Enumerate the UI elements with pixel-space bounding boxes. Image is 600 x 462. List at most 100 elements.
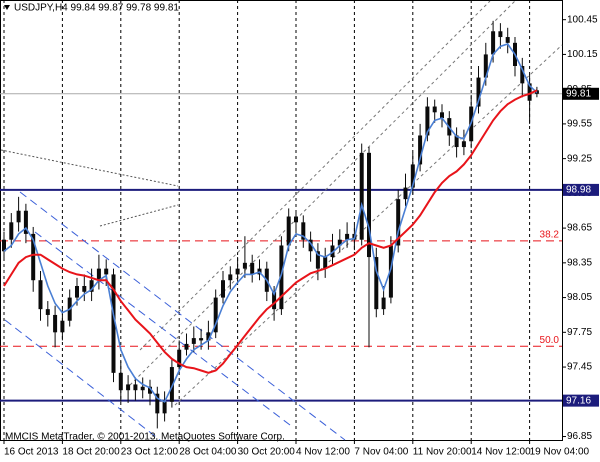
candle-body [403,187,408,200]
chart-title: USDJPY,H4 99.84 99.87 99.78 99.81 [14,3,179,14]
y-tick-label: 100.15 [567,49,598,60]
candle-body [31,233,36,281]
fib-label: 38.2 [540,229,560,240]
candle-body [337,239,342,246]
candle-body [104,268,109,275]
candle-body [23,210,28,234]
candle-body [432,106,437,113]
candle-body [199,338,204,341]
candle-body [272,291,277,310]
candle-body [177,349,182,368]
candle-body [38,280,43,310]
x-tick-label: 23 Oct 12:00 [121,447,179,458]
candle-body [228,274,233,281]
candle-body [155,393,160,414]
candle-body [148,386,152,394]
candle-body [126,384,131,391]
candle-body [235,268,240,275]
candle-body [242,262,247,269]
footer: MMCIS MetaTrader, © 2001-2013, MetaQuote… [5,432,285,443]
candle-body [308,239,313,252]
candle-body [60,320,65,333]
candle-body [323,257,328,269]
candle-body [367,152,371,258]
candle-body [425,106,430,136]
candle-body [9,222,14,240]
x-tick-label: 4 Nov 12:00 [296,447,350,458]
price-label-box [563,394,599,407]
y-tick-label: 100.45 [567,14,598,25]
candle-body [381,297,386,310]
candle-body [418,135,423,165]
candle-body [410,164,415,188]
candle-body [359,152,364,240]
candle-body [396,199,401,246]
candle-body [140,386,145,391]
candle-body [454,135,459,148]
candle-body [279,245,284,310]
channel-line [34,231,291,426]
candle-body [498,31,503,38]
y-tick-label: 98.65 [567,223,592,234]
candle-body [476,77,481,107]
candle-body [330,245,335,258]
candle-body [45,309,50,315]
candle-body [505,37,510,43]
channel-line [19,191,346,441]
x-tick-label: 16 Oct 2013 [4,447,59,458]
candle-body [520,66,525,84]
candle-body [374,257,379,310]
candle-body [491,31,496,55]
x-tick-label: 14 Nov 12:00 [471,447,531,458]
y-tick-label: 98.35 [567,257,592,268]
header-icon [4,5,10,10]
candle-body [213,297,218,333]
moving-average [3,89,538,374]
candle-body [191,338,196,344]
candle-body [169,367,174,402]
candle-body [527,83,532,101]
y-tick-label: 97.45 [567,362,592,373]
x-tick-label: 18 Oct 20:00 [62,447,120,458]
candle-body [75,286,79,298]
price-label-box [563,87,599,100]
x-tick-label: 19 Nov 04:00 [530,447,590,458]
candle-body [388,245,393,298]
price-label: 98.98 [566,185,591,196]
candle-body [345,233,350,240]
candle-body [440,112,444,119]
x-tick-label: 28 Oct 04:00 [179,447,237,458]
candle-body [301,222,306,240]
y-tick-label: 99.25 [567,153,592,164]
y-tick-label: 98.05 [567,292,592,303]
y-tick-label: 99.55 [567,119,592,130]
candle-body [206,332,211,341]
candle-body [53,314,58,333]
price-label: 99.81 [566,88,591,99]
moving-average [3,43,538,403]
channel-line [129,0,516,386]
candle-body [286,216,291,246]
candle-body [118,372,123,391]
channel-line [4,319,161,441]
price-label: 97.16 [566,395,591,406]
candle-body [89,280,94,292]
candle-body [250,262,255,275]
candle-body [16,210,21,223]
plot-area [0,0,563,441]
trend-line [99,204,179,227]
candle-body [221,280,225,298]
candle-body [111,274,116,373]
overlay-layer [2,20,539,429]
candle-body [483,54,488,78]
candle-body [461,141,466,148]
x-tick-label: 11 Nov 20:00 [413,447,472,458]
candle-body [2,239,6,252]
candle-body [96,268,101,281]
candle-body [315,251,320,269]
y-tick-label: 96.85 [567,431,592,442]
x-tick-label: 7 Nov 04:00 [354,447,408,458]
y-tick-label: 97.75 [567,327,592,338]
candle-body [133,384,138,391]
